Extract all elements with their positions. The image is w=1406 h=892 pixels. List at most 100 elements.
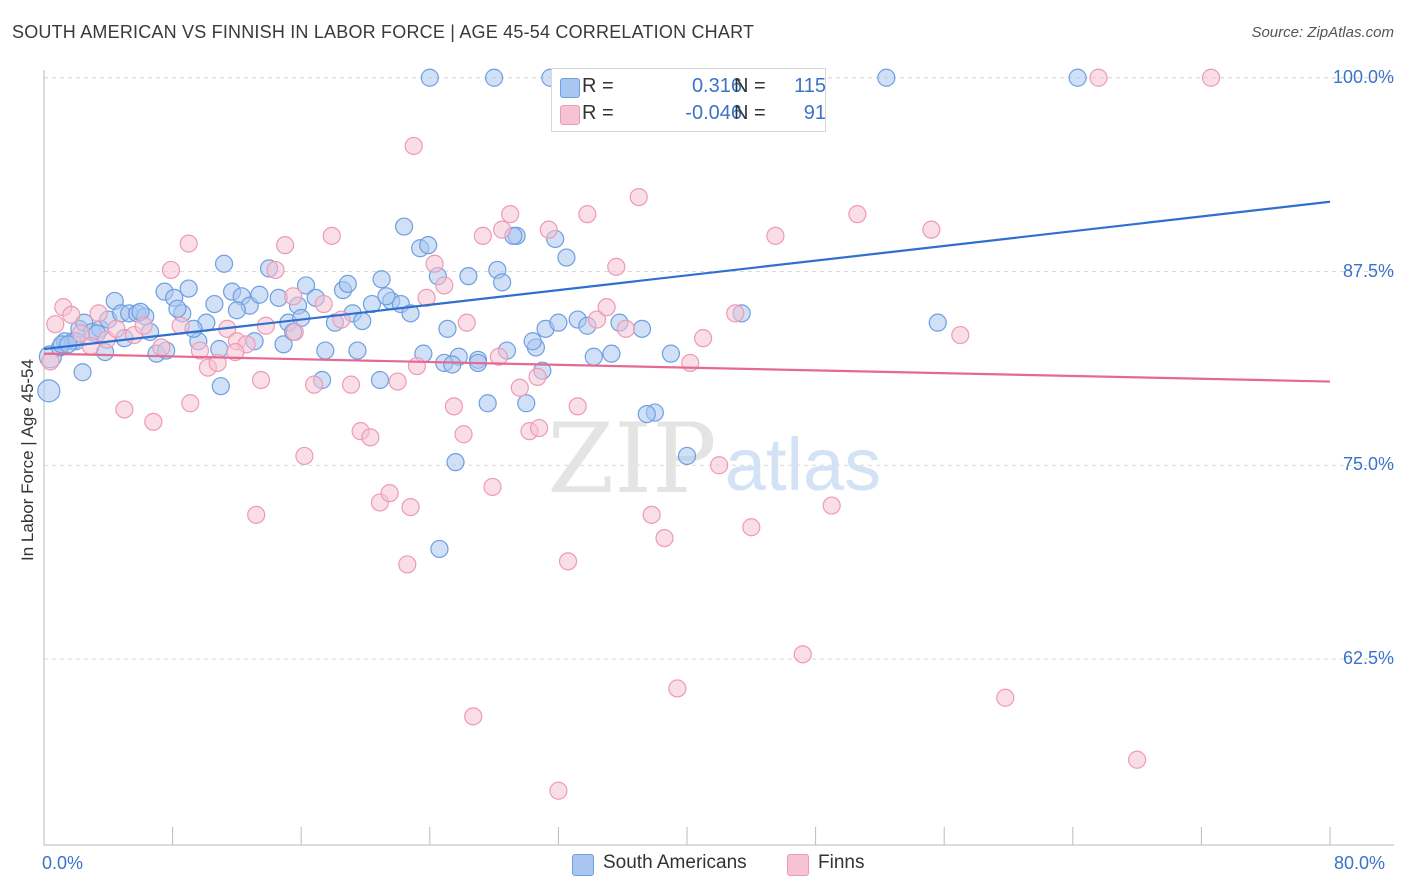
- data-point: [457, 313, 476, 332]
- data-point: [459, 267, 478, 286]
- data-point: [710, 456, 729, 475]
- data-point: [295, 446, 314, 466]
- y-tick-label: 62.5%: [1342, 648, 1394, 668]
- data-point: [256, 316, 275, 335]
- data-point: [951, 325, 970, 345]
- data-point: [607, 257, 626, 276]
- data-point: [407, 356, 427, 376]
- y-tick-label: 87.5%: [1342, 260, 1394, 281]
- data-point: [557, 248, 576, 267]
- data-point: [530, 418, 549, 438]
- r-value-finns: -0.046: [685, 102, 742, 124]
- data-point: [454, 425, 473, 444]
- data-point: [380, 484, 399, 503]
- x-tick-min: 0.0%: [42, 853, 84, 873]
- data-point: [539, 220, 558, 239]
- data-point: [478, 394, 497, 413]
- axes: [43, 70, 1394, 846]
- data-point: [549, 313, 568, 332]
- legend-label-finns: Finns: [818, 852, 865, 873]
- data-point: [107, 319, 126, 338]
- data-point: [404, 136, 423, 156]
- data-point: [398, 555, 417, 574]
- data-point: [179, 234, 198, 253]
- data-point: [284, 287, 303, 306]
- data-point: [420, 68, 439, 87]
- data-point: [81, 336, 100, 355]
- data-point: [558, 552, 578, 571]
- n-value-finns: 91: [803, 102, 826, 124]
- data-point: [1068, 68, 1087, 87]
- data-point: [629, 188, 648, 207]
- data-point: [435, 276, 454, 295]
- data-point: [444, 397, 464, 416]
- data-point: [668, 679, 687, 698]
- data-point: [37, 379, 61, 403]
- data-point: [616, 319, 636, 338]
- data-point: [587, 310, 607, 329]
- data-point: [179, 279, 198, 298]
- data-point: [632, 319, 652, 338]
- data-point: [247, 505, 266, 524]
- data-point: [89, 304, 108, 323]
- data-point: [693, 329, 713, 348]
- chart-title: SOUTH AMERICAN VS FINNISH IN LABOR FORCE…: [12, 22, 755, 42]
- data-point: [848, 205, 867, 224]
- data-point: [922, 220, 941, 239]
- data-point: [353, 312, 372, 331]
- data-point: [443, 355, 462, 374]
- data-point: [71, 324, 91, 343]
- data-point: [1127, 750, 1147, 769]
- legend-swatch-south-americans: [572, 854, 594, 876]
- data-point: [485, 68, 504, 87]
- data-point: [493, 273, 512, 292]
- r-value-south-americans: 0.316: [691, 75, 742, 97]
- data-point: [181, 394, 200, 413]
- data-point: [134, 316, 153, 335]
- data-point: [152, 338, 171, 357]
- data-point: [190, 341, 210, 360]
- x-tick-max: 80.0%: [1334, 853, 1386, 873]
- data-point: [226, 343, 245, 362]
- data-point: [314, 294, 333, 314]
- data-point: [877, 68, 896, 87]
- data-point: [41, 352, 60, 371]
- data-point: [211, 377, 230, 396]
- data-point: [419, 236, 438, 255]
- data-point: [341, 375, 361, 394]
- data-point: [602, 344, 621, 363]
- data-point: [642, 505, 661, 524]
- data-point: [205, 294, 224, 314]
- r-label: R =: [582, 75, 614, 97]
- data-point: [501, 205, 520, 224]
- legend-swatch-finns: [787, 854, 809, 876]
- data-point: [726, 304, 745, 323]
- data-point: [681, 353, 700, 373]
- data-point: [316, 341, 335, 360]
- data-point: [372, 270, 391, 289]
- y-tick-label: 75.0%: [1342, 454, 1394, 475]
- legend-swatch-finns: [560, 105, 580, 125]
- data-point: [251, 370, 271, 390]
- data-point: [483, 477, 502, 497]
- data-point: [1089, 68, 1108, 87]
- data-point: [46, 315, 65, 334]
- data-point: [446, 453, 465, 472]
- data-point: [655, 528, 674, 548]
- stats-legend: R = 0.316 N = 115 R = -0.046 N = 91: [551, 68, 826, 132]
- data-point: [996, 688, 1015, 707]
- data-point: [338, 274, 357, 293]
- data-point: [528, 367, 547, 386]
- data-point: [161, 260, 181, 280]
- trend-lines: [43, 200, 1331, 383]
- data-point: [401, 498, 420, 517]
- data-point: [661, 344, 681, 363]
- data-point: [793, 645, 812, 664]
- data-point: [568, 397, 587, 416]
- data-point: [597, 298, 616, 317]
- legend-label-south-americans: South Americans: [603, 852, 747, 873]
- data-point: [417, 288, 436, 307]
- data-point: [637, 405, 656, 424]
- data-point: [266, 260, 285, 280]
